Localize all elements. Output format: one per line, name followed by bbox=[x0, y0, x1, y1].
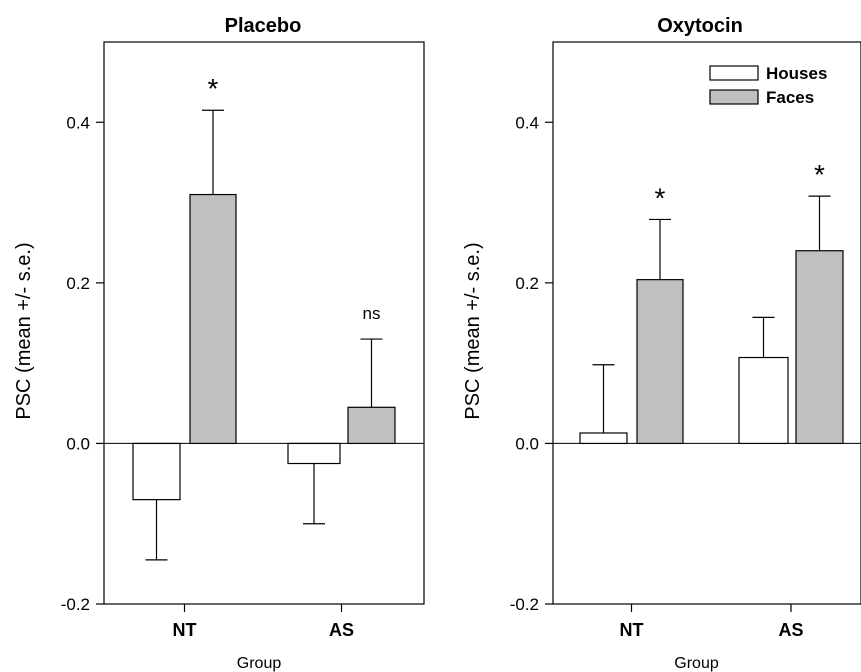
chart-panel-oxytocin: Oxytocin -0.2 0.0 0.2 0.4 PSC (mean +/- s.e.)… bbox=[462, 15, 861, 672]
x-axis-label: Group bbox=[674, 655, 719, 672]
significance-label: * bbox=[208, 73, 219, 104]
bar-faces bbox=[347, 406, 396, 445]
legend-label-faces: Faces bbox=[766, 88, 814, 107]
plot-frame bbox=[552, 41, 861, 605]
y-tick-label: 0.4 bbox=[66, 113, 90, 132]
y-tick-label: 0.2 bbox=[66, 274, 90, 293]
y-tick-label: -0.2 bbox=[510, 595, 539, 614]
legend-label-houses: Houses bbox=[766, 64, 827, 83]
x-axis-label: Group bbox=[237, 655, 282, 672]
y-tick-label: 0.0 bbox=[515, 434, 539, 453]
bar-faces bbox=[636, 279, 684, 445]
category-label: NT bbox=[173, 620, 197, 640]
category-label: AS bbox=[778, 620, 803, 640]
y-tick-label: 0.4 bbox=[515, 113, 539, 132]
bar-faces bbox=[189, 193, 237, 445]
plot-frame bbox=[103, 41, 425, 605]
category-label: AS bbox=[329, 620, 354, 640]
legend-swatch-houses bbox=[709, 65, 759, 81]
bar-houses bbox=[287, 442, 341, 465]
y-axis-label: PSC (mean +/- s.e.) bbox=[462, 242, 484, 419]
bar-houses bbox=[738, 356, 789, 445]
bar-houses bbox=[579, 432, 628, 445]
y-axis-label: PSC (mean +/- s.e.) bbox=[13, 242, 35, 419]
significance-label: * bbox=[814, 159, 825, 190]
chart-title: Placebo bbox=[225, 15, 302, 37]
legend: Houses Faces bbox=[709, 64, 827, 107]
category-label: NT bbox=[620, 620, 644, 640]
chart-panel-placebo: Placebo -0.2 0.0 0.2 0.4 PSC (mean +/- s.e.) G… bbox=[13, 15, 425, 672]
y-tick-label: 0.0 bbox=[66, 434, 90, 453]
y-tick-label: -0.2 bbox=[61, 595, 90, 614]
chart-title: Oxytocin bbox=[657, 15, 743, 37]
bar-faces bbox=[795, 250, 844, 445]
legend-swatch-faces bbox=[709, 89, 759, 105]
bar-houses bbox=[132, 442, 181, 501]
y-tick-label: 0.2 bbox=[515, 274, 539, 293]
significance-label: ns bbox=[363, 304, 381, 323]
significance-label: * bbox=[655, 182, 666, 213]
